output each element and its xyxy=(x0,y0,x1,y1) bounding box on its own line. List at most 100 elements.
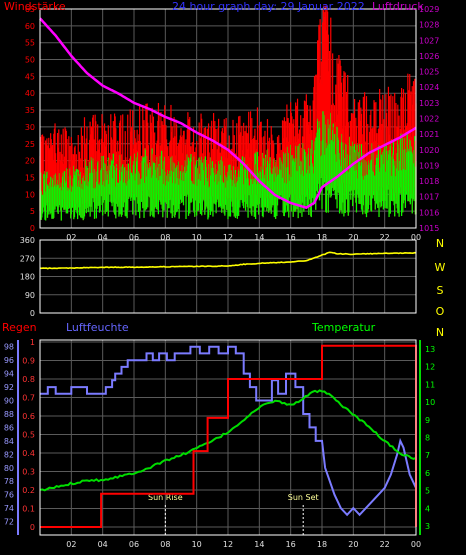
wind-y-tick: 0 xyxy=(30,224,35,233)
rain-axis-title: Regen xyxy=(2,321,37,334)
wind-y-tick: 5 xyxy=(30,207,35,216)
pressure-y-tick: 1017 xyxy=(419,193,439,202)
temperature-y-tick: 9 xyxy=(425,416,430,425)
wind-y-tick: 35 xyxy=(25,106,35,115)
temperature-y-tick: 4 xyxy=(425,504,430,513)
wind-y-tick: 10 xyxy=(25,190,35,199)
compass-label: O xyxy=(436,305,445,318)
wind-x-tick: 06 xyxy=(129,233,139,242)
climate-x-tick: 00 xyxy=(411,540,421,549)
climate-x-tick: 04 xyxy=(98,540,108,549)
humidity-y-tick: 80 xyxy=(4,464,14,473)
wind-y-tick: 45 xyxy=(25,72,35,81)
climate-x-tick: 08 xyxy=(160,540,170,549)
rain-y-tick: 0.8 xyxy=(22,375,35,384)
climate-x-tick: 18 xyxy=(317,540,327,549)
pressure-y-tick: 1026 xyxy=(419,52,439,61)
wind-x-tick: 20 xyxy=(348,233,358,242)
temperature-y-tick: 12 xyxy=(425,363,435,372)
rain-y-tick: 0.3 xyxy=(22,468,35,477)
wind-y-tick: 40 xyxy=(25,89,35,98)
climate-x-tick: 02 xyxy=(66,540,76,549)
temperature-axis-title: Temperatur xyxy=(311,321,376,334)
direction-y-tick: 270 xyxy=(20,254,35,263)
wind-x-tick: 04 xyxy=(98,233,108,242)
climate-x-tick: 20 xyxy=(348,540,358,549)
humidity-y-tick: 74 xyxy=(4,504,14,513)
rain-y-tick: 0.7 xyxy=(22,394,35,403)
wind-x-tick: 10 xyxy=(192,233,202,242)
pressure-y-tick: 1016 xyxy=(419,208,439,217)
temperature-y-tick: 10 xyxy=(425,398,435,407)
temperature-y-tick: 11 xyxy=(425,380,435,389)
pressure-y-tick: 1028 xyxy=(419,21,439,30)
wind-x-tick: 16 xyxy=(286,233,296,242)
temperature-y-tick: 7 xyxy=(425,451,430,460)
pressure-y-tick: 1022 xyxy=(419,115,439,124)
climate-x-tick: 12 xyxy=(223,540,233,549)
sun-annotation: Sun Rise xyxy=(148,493,183,502)
wind-panel-frame xyxy=(39,8,417,229)
direction-y-tick: 90 xyxy=(25,291,35,300)
temperature-y-tick: 8 xyxy=(425,434,430,443)
pressure-y-tick: 1021 xyxy=(419,130,439,139)
humidity-axis-title: Luftfeuchte xyxy=(66,321,129,334)
temperature-line xyxy=(39,389,417,492)
wind-x-tick: 22 xyxy=(380,233,390,242)
humidity-y-tick: 72 xyxy=(4,518,14,527)
wind-y-tick: 60 xyxy=(25,22,35,31)
wind-x-tick: 02 xyxy=(66,233,76,242)
direction-y-tick: 360 xyxy=(20,236,35,245)
humidity-y-tick: 90 xyxy=(4,397,14,406)
rain-y-tick: 0 xyxy=(30,523,35,532)
wind-y-tick: 30 xyxy=(25,123,35,132)
wind-y-tick: 65 xyxy=(25,5,35,14)
humidity-y-tick: 96 xyxy=(4,356,14,365)
wind-y-tick: 15 xyxy=(25,173,35,182)
sun-annotation: Sun Set xyxy=(288,493,319,502)
climate-x-tick: 22 xyxy=(380,540,390,549)
rain-y-tick: 0.2 xyxy=(22,486,35,495)
pressure-y-tick: 1024 xyxy=(419,83,439,92)
humidity-y-tick: 82 xyxy=(4,450,14,459)
rain-y-tick: 0.9 xyxy=(22,357,35,366)
temperature-y-tick: 13 xyxy=(425,345,435,354)
temperature-y-tick: 6 xyxy=(425,469,430,478)
direction-panel-frame xyxy=(39,239,417,314)
rain-y-tick: 0.1 xyxy=(22,505,35,514)
climate-x-tick: 14 xyxy=(254,540,264,549)
pressure-y-tick: 1023 xyxy=(419,99,439,108)
climate-x-tick: 16 xyxy=(286,540,296,549)
wind-y-tick: 55 xyxy=(25,39,35,48)
climate-x-tick: 06 xyxy=(129,540,139,549)
pressure-y-tick: 1019 xyxy=(419,161,439,170)
rain-y-tick: 1 xyxy=(30,338,35,347)
rain-y-tick: 0.6 xyxy=(22,412,35,421)
pressure-y-tick: 1025 xyxy=(419,68,439,77)
wind-x-tick: 00 xyxy=(411,233,421,242)
temperature-y-tick: 5 xyxy=(425,487,430,496)
climate-panel-marks: Sun Rise Sun Set xyxy=(39,344,417,535)
pressure-y-tick: 1018 xyxy=(419,177,439,186)
humidity-y-tick: 94 xyxy=(4,370,14,379)
wind-y-tick: 50 xyxy=(25,56,35,65)
humidity-line xyxy=(40,345,417,517)
wind-x-tick: 12 xyxy=(223,233,233,242)
wind-x-tick: 14 xyxy=(254,233,264,242)
climate-panel-frame xyxy=(39,339,417,536)
wind-panel-marks xyxy=(39,5,417,221)
pressure-axis-title: Luftdruck xyxy=(372,0,424,13)
humidity-y-tick: 92 xyxy=(4,383,14,392)
pressure-y-tick: 1029 xyxy=(419,5,439,14)
wind-y-tick: 20 xyxy=(25,157,35,166)
compass-label: W xyxy=(435,261,446,274)
humidity-y-tick: 86 xyxy=(4,423,14,432)
compass-label: S xyxy=(437,284,444,297)
direction-panel-marks xyxy=(39,251,417,270)
rain-line xyxy=(40,344,417,528)
pressure-y-tick: 1020 xyxy=(419,146,439,155)
